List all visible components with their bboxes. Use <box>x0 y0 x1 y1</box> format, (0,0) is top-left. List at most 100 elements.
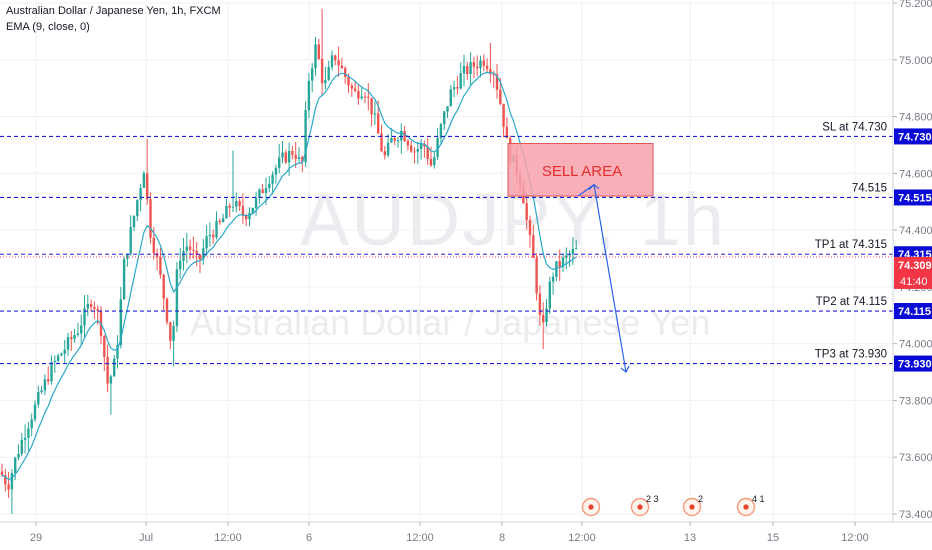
candle-body <box>231 206 235 208</box>
candle-body <box>347 76 350 86</box>
y-tick-label: 75.000 <box>899 55 932 67</box>
x-tick-label: 29 <box>30 532 42 544</box>
candle-body <box>377 113 380 134</box>
y-tick-label: 73.400 <box>899 509 932 521</box>
candle-body <box>396 140 400 142</box>
candle-body <box>380 133 383 152</box>
candle-body <box>27 428 30 438</box>
candle-body <box>436 137 439 158</box>
candle-body <box>479 60 482 69</box>
candle-body <box>136 200 139 217</box>
level-price-tag-text: 73.930 <box>898 359 932 371</box>
candle-body <box>334 55 337 61</box>
candle-body <box>182 250 185 261</box>
candle-body <box>466 65 469 75</box>
candle-body <box>165 298 169 323</box>
candle-body <box>7 484 10 490</box>
projection-arrowhead <box>620 365 630 373</box>
candle-body <box>4 475 7 485</box>
candle-body <box>390 138 393 143</box>
candle-body <box>571 248 575 255</box>
candle-body <box>383 151 386 156</box>
candle-body <box>443 111 446 125</box>
candle-body <box>20 439 23 454</box>
candle-body <box>103 336 106 357</box>
level-price-tag <box>894 355 932 372</box>
candle-body <box>258 189 261 199</box>
candle-body <box>449 89 452 107</box>
candle-body <box>291 150 294 155</box>
time-scale <box>0 522 932 550</box>
x-tick-label: 12:00 <box>406 532 434 544</box>
indicator-label: EMA (9, close, 0) <box>6 21 90 33</box>
candle-body <box>271 174 274 184</box>
x-tick-label: 15 <box>767 532 779 544</box>
candle-body <box>456 87 459 89</box>
event-marker-count: 4 1 <box>752 494 765 504</box>
level-price-tag <box>894 189 932 206</box>
candle-body <box>221 218 225 223</box>
candle-body <box>126 253 129 260</box>
y-tick-label: 74.400 <box>899 225 932 237</box>
candle-body <box>80 325 83 334</box>
candle-body <box>413 151 416 153</box>
level-price-tag-text: 74.115 <box>898 306 931 318</box>
candle-body <box>360 96 363 99</box>
candle-body <box>179 260 182 270</box>
candle-body <box>113 358 116 377</box>
candle-body <box>53 360 56 363</box>
candle-body <box>462 65 466 74</box>
candle-body <box>423 144 426 147</box>
level-label: SL at 74.730 <box>822 121 887 133</box>
candle-body <box>274 167 278 175</box>
candle-body <box>169 322 172 341</box>
candle-body <box>188 246 192 250</box>
candle-body <box>307 80 311 111</box>
candle-body <box>268 183 271 189</box>
level-label: TP2 at 74.115 <box>816 296 887 308</box>
candle-body <box>495 74 499 90</box>
level-label: 74.515 <box>852 182 887 194</box>
candle-body <box>261 189 264 193</box>
candle-body <box>132 216 136 228</box>
candle-body <box>353 88 357 91</box>
countdown-text: 41:40 <box>900 276 928 288</box>
candle-body <box>109 376 113 384</box>
candle-body <box>14 457 17 474</box>
current-price-tag-text: 74.309 <box>898 260 932 272</box>
candle-body <box>172 325 175 341</box>
candle-body <box>83 308 86 326</box>
candle-body <box>66 337 70 350</box>
candle-body <box>297 157 301 160</box>
candle-body <box>327 66 330 80</box>
candle-body <box>314 44 317 69</box>
candle-body <box>340 65 344 69</box>
candle-body <box>525 203 528 220</box>
candle-body <box>485 65 489 70</box>
candle-body <box>89 304 93 308</box>
candle-body <box>47 379 50 382</box>
event-marker-dot <box>689 504 695 510</box>
candle-body <box>287 150 291 163</box>
candle-body <box>215 220 218 238</box>
candle-body <box>162 274 165 299</box>
candle-body <box>159 256 162 275</box>
candle-body <box>538 293 542 315</box>
candle-body <box>505 126 509 139</box>
candle-body <box>367 96 370 98</box>
candle-body <box>40 390 43 393</box>
candle-body <box>76 333 80 335</box>
candle-body <box>73 334 76 340</box>
candle-body <box>195 250 198 255</box>
candle-body <box>238 201 241 207</box>
candle-body <box>106 356 109 384</box>
candle-body <box>0 471 4 476</box>
x-tick-label: 12:00 <box>568 532 596 544</box>
sell-area-box <box>507 143 654 197</box>
candle-body <box>429 158 433 166</box>
candle-body <box>561 257 565 268</box>
candle-body <box>129 227 132 254</box>
y-tick-label: 73.600 <box>899 452 932 464</box>
candle-body <box>426 146 429 159</box>
